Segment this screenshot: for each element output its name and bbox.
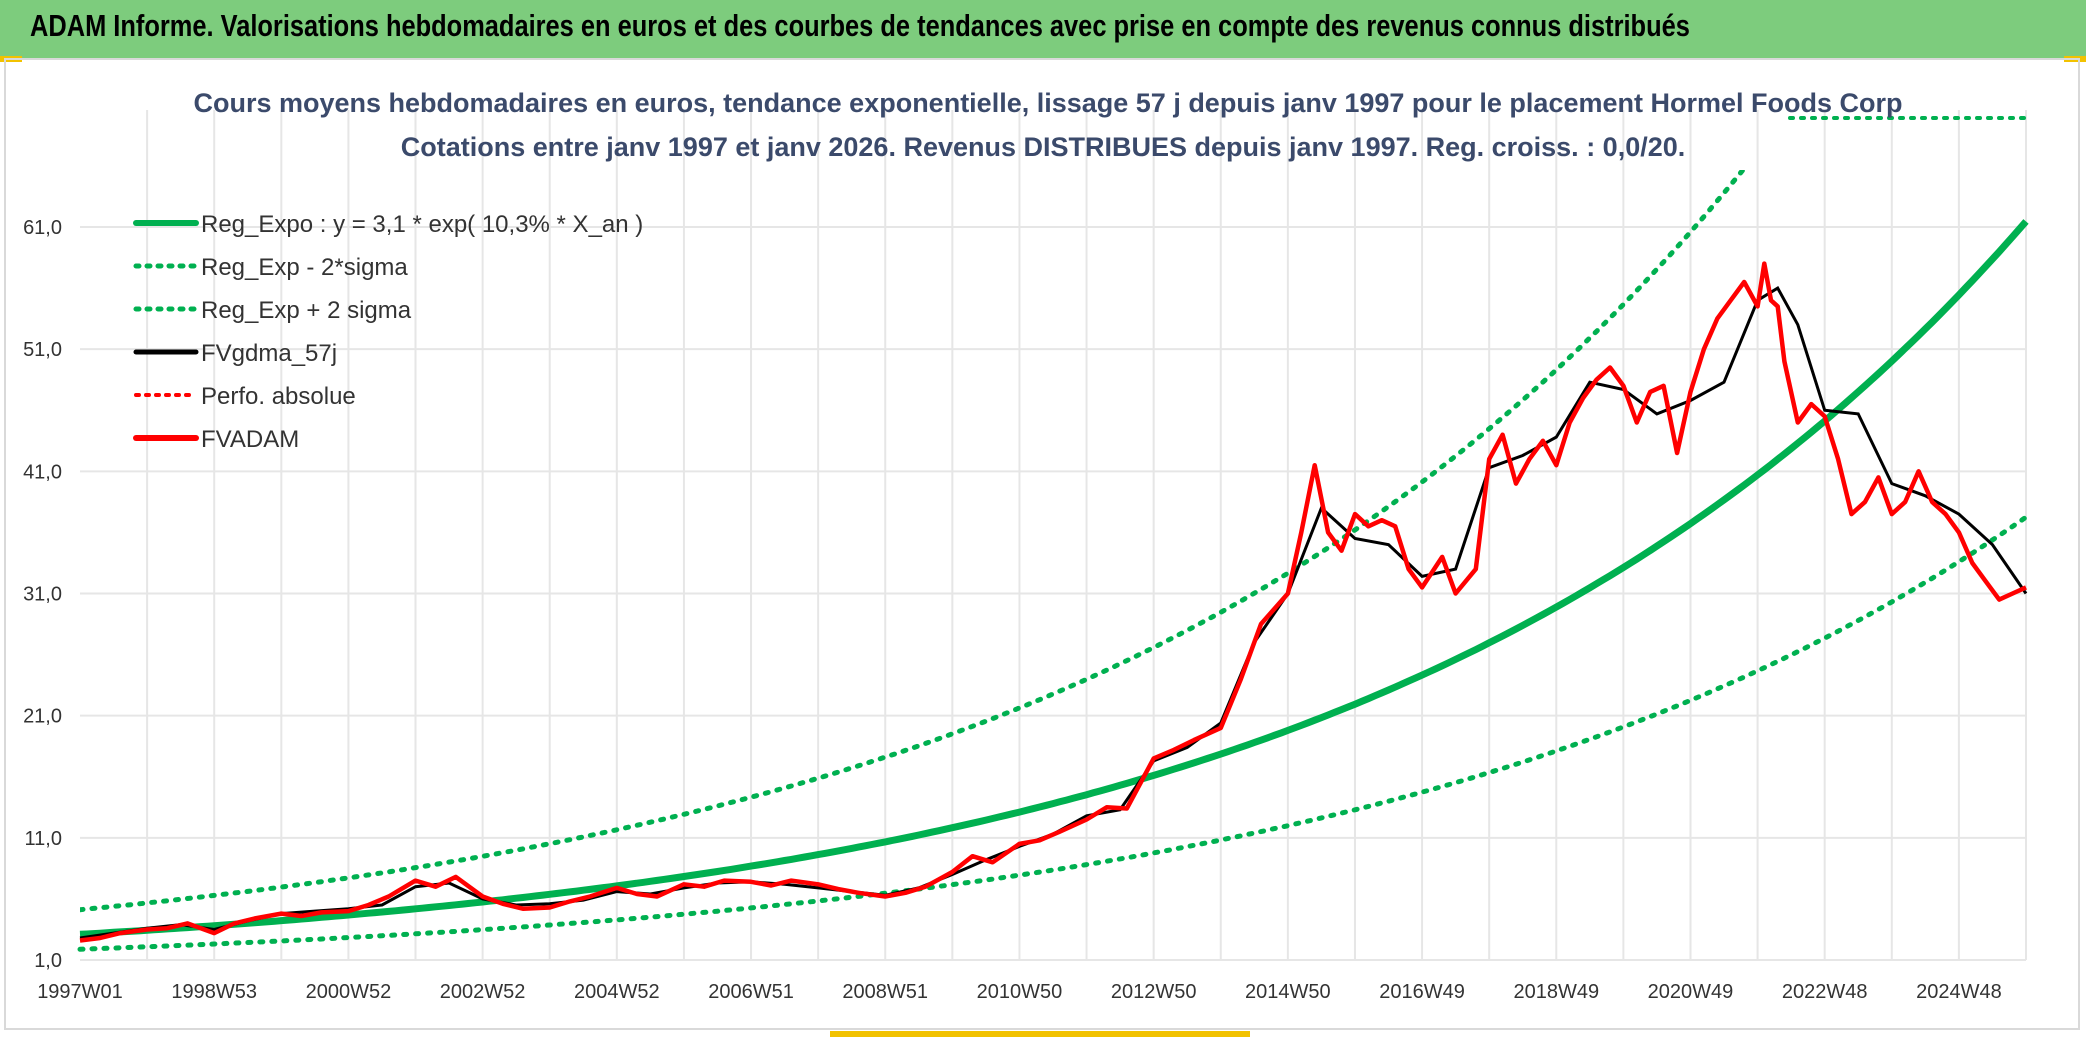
chart-subtitle: Cotations entre janv 1997 et janv 2026. …: [401, 132, 1686, 162]
report-title: ADAM Informe. Valorisations hebdomadaire…: [30, 8, 1690, 43]
reg-expo-line: [79, 219, 2029, 938]
x-tick-label: 1997W01: [37, 981, 123, 1003]
header-banner: ADAM Informe. Valorisations hebdomadaire…: [0, 0, 2086, 58]
legend-label: Reg_Exp + 2 sigma: [201, 297, 412, 324]
x-tick-label: 2004W52: [574, 981, 660, 1003]
x-tick-label: 1998W53: [171, 981, 257, 1003]
x-tick-label: 2024W48: [1916, 981, 2002, 1003]
x-tick-label: 2010W50: [977, 981, 1063, 1003]
y-tick-label: 41,0: [23, 461, 62, 483]
x-tick-label: 2014W50: [1245, 981, 1331, 1003]
x-tick-label: 2016W49: [1379, 981, 1465, 1003]
bottom-accent: [830, 1031, 1250, 1037]
x-tick-label: 2020W49: [1648, 981, 1734, 1003]
series-lines: [77, 170, 2029, 952]
y-tick-label: 31,0: [23, 584, 62, 606]
legend-label: Perfo. absolue: [201, 383, 356, 410]
x-tick-label: 2012W50: [1111, 981, 1197, 1003]
chart-title: Cours moyens hebdomadaires en euros, ten…: [193, 88, 1902, 118]
y-tick-label: 61,0: [23, 217, 62, 239]
x-tick-label: 2000W52: [306, 981, 392, 1003]
legend-label: Reg_Expo : y = 3,1 * exp( 10,3% * X_an ): [201, 211, 643, 238]
y-axis-ticks: 61,0 51,0 41,0 31,0 21,0 11,0 1,0: [23, 217, 62, 972]
y-tick-label: 1,0: [34, 950, 62, 972]
fvgdma-57j-line: [79, 286, 2028, 940]
legend-label: FVADAM: [201, 426, 299, 453]
x-axis-ticks: 1997W01 1998W53 2000W52 2002W52 2004W52 2006W…: [37, 981, 2002, 1003]
legend-label: Reg_Exp - 2*sigma: [201, 254, 408, 281]
legend-label: FVgdma_57j: [201, 340, 337, 367]
legend: Reg_Expo : y = 3,1 * exp( 10,3% * X_an )…: [133, 211, 643, 453]
chart-frame: [4, 58, 2080, 1030]
reg-exp-minus-2sigma-line: [77, 514, 2029, 952]
y-tick-label: 21,0: [23, 706, 62, 728]
x-tick-label: 2008W51: [842, 981, 928, 1003]
fvadam-line: [79, 261, 2027, 943]
x-tick-label: 2018W49: [1513, 981, 1599, 1003]
y-tick-label: 11,0: [25, 828, 62, 850]
x-tick-label: 2006W51: [708, 981, 794, 1003]
y-tick-label: 51,0: [23, 339, 62, 361]
x-tick-label: 2002W52: [440, 981, 526, 1003]
reg-exp-plus-2sigma-line: [80, 170, 1747, 913]
x-tick-label: 2022W48: [1782, 981, 1868, 1003]
